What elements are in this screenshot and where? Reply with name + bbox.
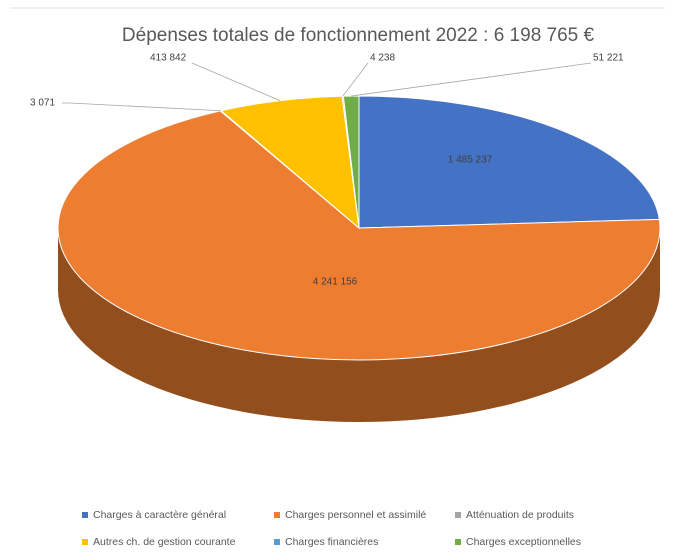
slice: [57, 110, 661, 361]
data-label: 51 221: [593, 53, 624, 64]
legend-swatch: [274, 512, 280, 518]
legend-label: Charges exceptionnelles: [466, 536, 581, 548]
legend-swatch: [455, 512, 461, 518]
data-label: 4 238: [370, 53, 395, 64]
leader-line: [351, 62, 592, 97]
legend-swatch: [274, 539, 280, 545]
legend-label: Atténuation de produits: [466, 509, 574, 521]
leader-line: [191, 62, 281, 102]
slice-side: [58, 228, 660, 422]
data-label: 413 842: [150, 53, 187, 64]
data-label: 4 241 156: [313, 277, 358, 288]
legend-swatch: [82, 512, 88, 518]
legend-label: Autres ch. de gestion courante: [93, 536, 236, 548]
legend-label: Charges personnel et assimilé: [285, 509, 426, 521]
data-label: 3 071: [30, 98, 55, 109]
leader-line: [62, 102, 221, 112]
legend-swatch: [455, 539, 461, 545]
legend-label: Charges à caractère général: [93, 509, 226, 521]
leader-line: [342, 62, 369, 97]
legend-swatch: [82, 539, 88, 545]
data-label: 1 485 237: [448, 155, 493, 166]
slice: [220, 95, 360, 230]
chart-title: Dépenses totales de fonctionnement 2022 …: [122, 25, 595, 46]
slice: [358, 95, 660, 229]
legend-label: Charges financières: [285, 536, 378, 548]
